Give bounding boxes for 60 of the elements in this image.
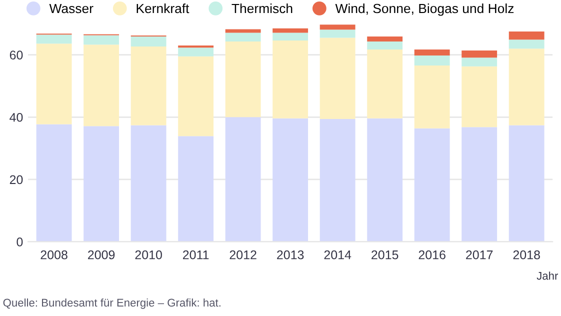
x-tick-label: 2013 (277, 250, 304, 260)
bar (84, 44, 120, 126)
x-tick-label: 2011 (182, 250, 209, 260)
bar (178, 56, 214, 136)
x-tick-label: 2015 (372, 250, 398, 260)
bar (320, 30, 356, 38)
x-tick-label: 2012 (230, 250, 256, 260)
bar (414, 50, 450, 56)
bar (272, 32, 308, 41)
x-tick-label: 2010 (135, 250, 162, 260)
bar (225, 117, 261, 242)
x-tick-label: 2016 (418, 250, 446, 260)
bar (272, 28, 308, 33)
y-tick-label: 60 (10, 50, 23, 60)
y-tick-label: 20 (10, 175, 23, 184)
bar (462, 127, 498, 242)
bar (508, 125, 544, 242)
bar (462, 50, 498, 58)
bar (130, 36, 166, 46)
bar (320, 38, 356, 120)
legend-label: Wind, Sonne, Biogas und Holz (335, 3, 514, 16)
x-tick-label: 2008 (40, 250, 68, 260)
bar (36, 34, 72, 44)
bar (36, 124, 72, 242)
bar (84, 35, 120, 45)
bar (462, 66, 498, 128)
bar (178, 48, 214, 56)
bar (130, 125, 166, 242)
bar (367, 36, 403, 42)
x-tick-label: 2017 (466, 250, 493, 260)
y-tick-label: 0 (16, 238, 23, 246)
legend-label: Kernkraft (136, 3, 190, 14)
bar (320, 24, 356, 30)
bar (130, 46, 166, 126)
bar (508, 48, 544, 126)
bar (367, 50, 403, 118)
bar (178, 136, 214, 242)
bar (36, 44, 72, 124)
bar (414, 65, 450, 128)
bar (272, 40, 308, 118)
bar (320, 119, 356, 242)
y-tick-label: 40 (10, 112, 23, 122)
bar (367, 118, 403, 242)
x-tick-label: 2018 (513, 250, 540, 260)
x-tick-label: 2009 (88, 250, 115, 260)
x-tick-label: 2014 (324, 250, 352, 260)
bar (367, 41, 403, 50)
x-axis-title: Jahr (536, 272, 558, 280)
bar (462, 58, 498, 66)
legend-label: Wasser (49, 4, 94, 14)
bar (225, 41, 261, 118)
bar (508, 40, 544, 49)
source-note: Quelle: Bundesamt für Energie – Grafik: hat. (3, 298, 220, 309)
bar (84, 126, 120, 242)
bar (508, 31, 544, 40)
bar (272, 118, 308, 242)
legend-label: Thermisch (232, 3, 292, 14)
bar (414, 128, 450, 242)
bar (414, 55, 450, 66)
bar (225, 32, 261, 42)
